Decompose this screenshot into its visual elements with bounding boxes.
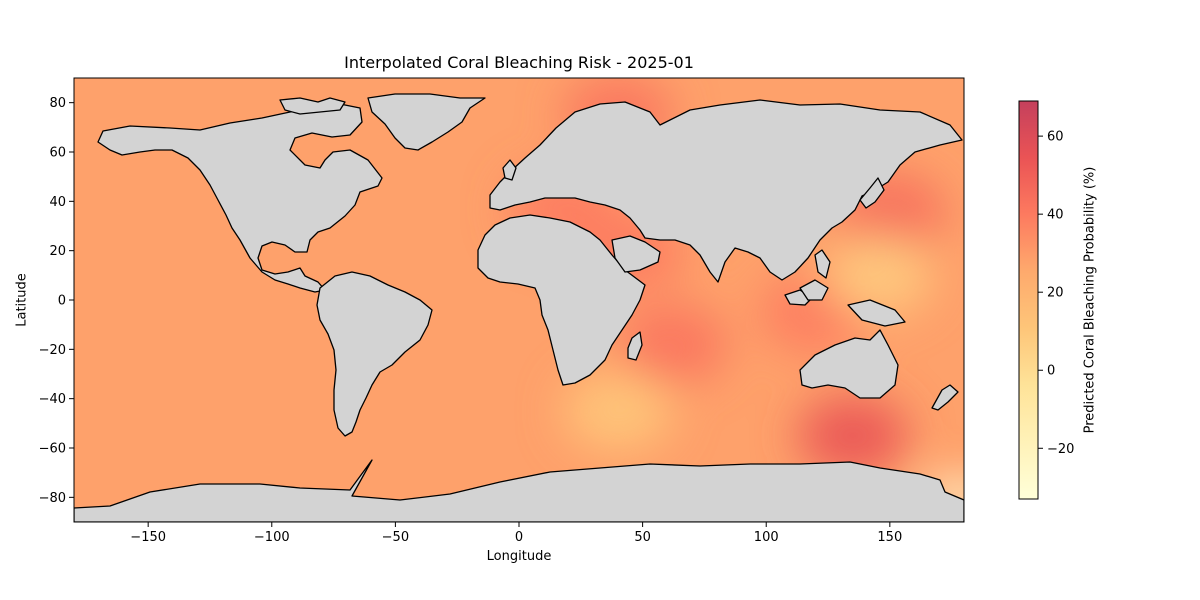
land-philippines: [814, 249, 831, 279]
risk-spot: [617, 304, 728, 385]
y-tick-label: −60: [39, 442, 66, 457]
x-tick-label: 50: [634, 530, 651, 545]
y-tick-label: 20: [49, 244, 66, 259]
y-axis-ticks: −80 −60 −40 −20 0 20 40 60 80: [39, 96, 74, 506]
land-africa: [477, 214, 646, 386]
colorbar-ticks: −20 0 20 40 60: [1038, 130, 1074, 457]
y-tick-label: −40: [39, 392, 66, 407]
y-tick-label: 40: [49, 195, 66, 210]
y-tick-label: 60: [49, 146, 66, 161]
land-antarctica: [74, 459, 964, 522]
risk-spot: [822, 235, 933, 316]
x-tick-label: 150: [877, 530, 902, 545]
land-new-guinea: [847, 299, 906, 327]
colorbar-tick-label: 20: [1047, 286, 1064, 301]
land-japan: [859, 177, 885, 209]
land-british-isles: [502, 159, 517, 181]
y-tick-label: 80: [49, 96, 66, 111]
land-borneo: [799, 279, 829, 301]
x-tick-label: −150: [130, 530, 166, 545]
x-axis-ticks: −150 −100 −50 0 50 100 150: [130, 522, 902, 545]
land-greenland: [367, 93, 486, 151]
colorbar: −20 0 20 40 60: [1018, 100, 1074, 500]
colorbar-tick-label: 40: [1047, 208, 1064, 223]
land-new-zealand: [931, 384, 959, 411]
land-arabia: [611, 235, 661, 273]
land-madagascar: [627, 331, 643, 361]
land-australia: [799, 329, 899, 399]
map-title: Interpolated Coral Bleaching Risk - 2025…: [344, 53, 694, 72]
x-axis-label: Longitude: [486, 549, 552, 564]
land-south-america: [316, 271, 433, 437]
risk-spot: [562, 371, 673, 451]
y-tick-label: 0: [58, 294, 66, 309]
colorbar-tick-label: 60: [1047, 130, 1064, 145]
colorbar-tick-label: 0: [1047, 364, 1055, 379]
risk-spot: [797, 395, 908, 476]
x-tick-label: −100: [254, 530, 290, 545]
x-tick-label: 100: [754, 530, 779, 545]
y-tick-label: −80: [39, 491, 66, 506]
x-tick-label: 0: [515, 530, 523, 545]
land-arctic-islands: [279, 97, 346, 115]
y-tick-label: −20: [39, 343, 66, 358]
colorbar-gradient: [1018, 100, 1039, 500]
land-north-america: [97, 103, 383, 293]
x-tick-label: −50: [382, 530, 409, 545]
colorbar-tick-label: −20: [1047, 442, 1074, 457]
land-eurasia: [489, 99, 963, 283]
land-masses: [74, 93, 964, 522]
